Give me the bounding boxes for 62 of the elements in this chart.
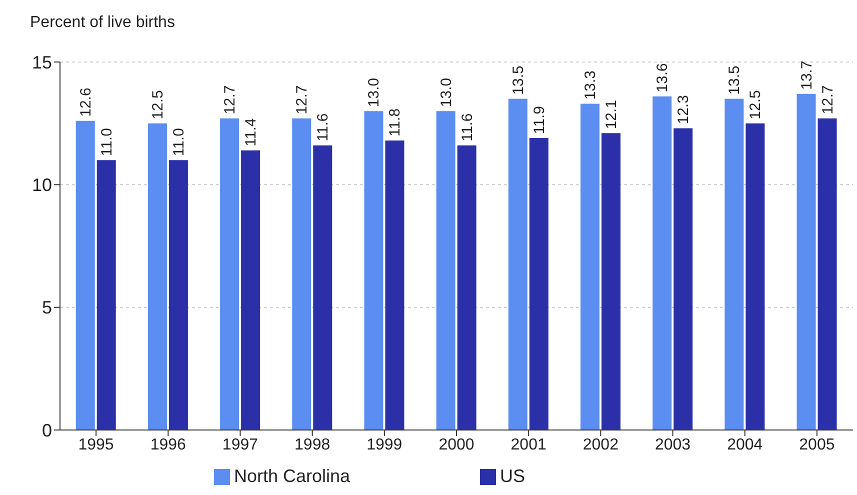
x-tick-label: 1995 [78, 436, 114, 454]
bar [601, 133, 620, 430]
data-label: 13.3 [582, 70, 599, 100]
bar [220, 118, 240, 430]
data-label: 11.6 [314, 113, 332, 142]
data-label: 12.3 [675, 95, 692, 124]
x-tick-label: 1996 [150, 436, 186, 454]
data-label: 13.5 [510, 66, 527, 95]
bar [96, 160, 116, 430]
x-tick-label: 2002 [582, 436, 619, 454]
data-label: 13.7 [798, 60, 816, 90]
bar [168, 160, 188, 430]
x-tick-label: 1999 [366, 436, 402, 454]
data-label: 11.8 [386, 108, 404, 137]
x-tick-label: 2001 [510, 436, 546, 454]
bar [241, 150, 260, 430]
y-tick-label: 5 [42, 298, 52, 318]
x-tick-label: 2005 [799, 436, 835, 454]
x-tick-label: 2000 [438, 436, 474, 454]
data-label: 11.0 [98, 128, 116, 156]
bar [508, 98, 528, 430]
data-label: 13.0 [366, 78, 383, 108]
bar [436, 111, 456, 430]
data-label: 12.7 [294, 85, 311, 114]
data-label: 11.6 [458, 113, 476, 142]
y-axis-title: Percent of live births [30, 14, 175, 32]
bar [652, 96, 672, 430]
bar [746, 123, 765, 430]
bar [580, 104, 600, 430]
bar [364, 111, 384, 430]
data-label: 11.9 [530, 106, 548, 134]
data-label: 13.5 [726, 66, 744, 95]
bar [457, 145, 476, 430]
data-label: 12.1 [602, 100, 620, 130]
bar [529, 138, 548, 430]
data-label: 12.5 [149, 90, 166, 120]
y-tick-label: 15 [32, 52, 52, 72]
data-label: 13.6 [654, 63, 672, 92]
x-tick-label: 2004 [727, 436, 763, 454]
legend-label: US [500, 466, 526, 486]
bar [313, 145, 332, 430]
bar [76, 120, 95, 430]
data-label: 12.5 [747, 90, 764, 120]
bar [148, 123, 167, 430]
bar [724, 98, 744, 430]
data-label: 11.4 [242, 118, 260, 146]
x-tick-label: 1998 [294, 436, 330, 454]
data-label: 11.0 [170, 128, 188, 156]
bar [292, 118, 312, 430]
data-label: 13.0 [438, 78, 455, 108]
y-tick-label: 0 [42, 420, 52, 440]
bar [818, 118, 837, 430]
data-label: 12.7 [222, 85, 239, 114]
bar [674, 128, 693, 430]
bar [796, 94, 816, 430]
data-label: 12.7 [819, 85, 836, 114]
y-tick-label: 10 [32, 175, 52, 196]
x-tick-label: 2003 [654, 436, 691, 454]
bar [385, 140, 404, 430]
data-label: 12.6 [77, 88, 94, 117]
x-tick-label: 1997 [222, 436, 258, 454]
legend-label: North Carolina [234, 466, 350, 486]
